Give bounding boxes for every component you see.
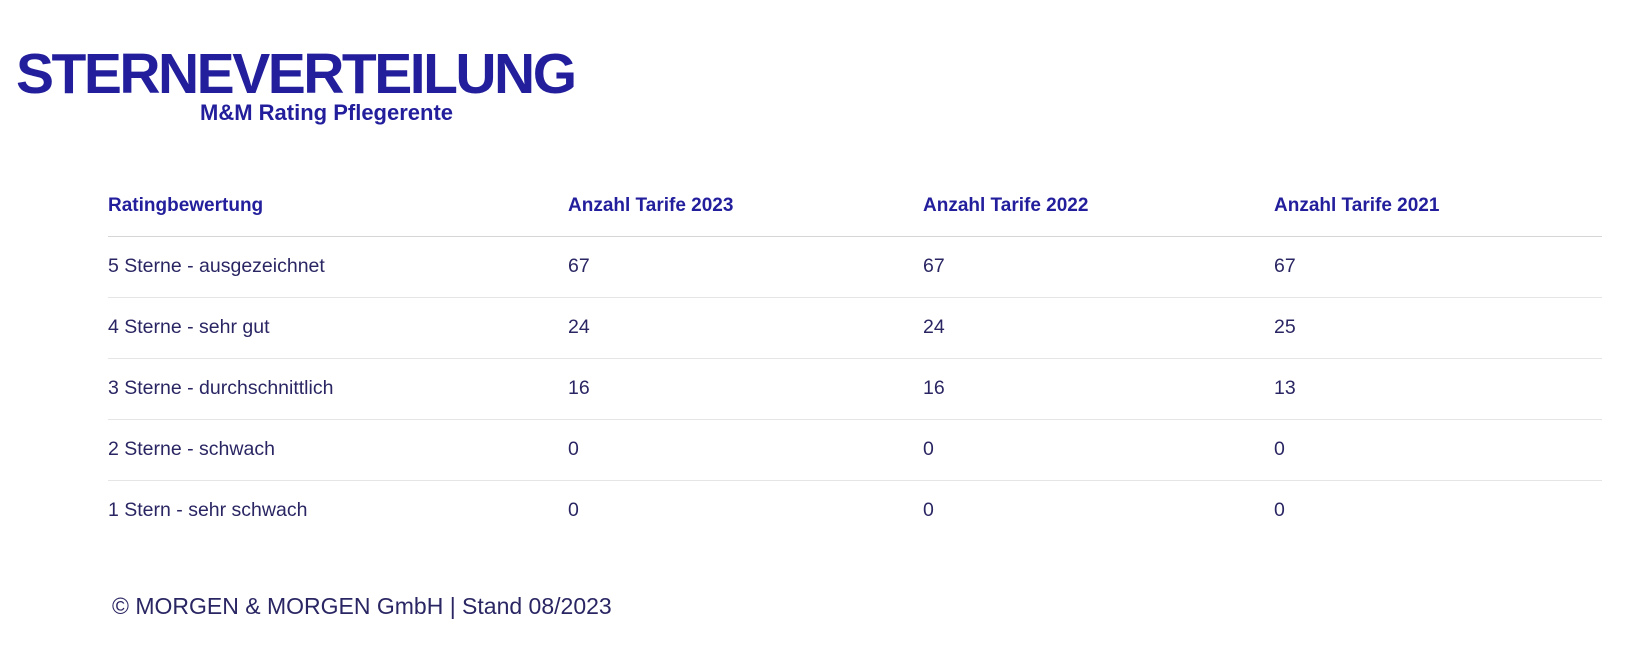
value-cell-2023: 24: [568, 297, 923, 359]
value-cell-2022: 0: [923, 499, 934, 522]
table-subtitle: M&M Rating Pflegerente: [200, 100, 454, 125]
rating-label-cell: 1 Stern - sehr schwach: [108, 499, 308, 522]
rating-label-cell: 2 Sterne - schwach: [108, 419, 568, 481]
value-cell-2023: 67: [568, 236, 923, 298]
copyright-footer: © MORGEN & MORGEN GmbH | Stand 08/2023: [112, 593, 612, 619]
value-cell-2023: 0: [568, 419, 923, 481]
table-row: 3 Sterne - durchschnittlich 16 16 13: [108, 358, 1602, 420]
value-cell-2022: 16: [923, 358, 1274, 420]
table-row: 2 Sterne - schwach 0 0 0: [108, 419, 1602, 481]
table-row: 5 Sterne - ausgezeichnet 67 67 67: [108, 236, 1602, 298]
column-header-anzahl-2023: Anzahl Tarife 2023: [568, 176, 923, 237]
column-header-anzahl-2022: Anzahl Tarife 2022: [923, 176, 1274, 237]
page-title: STERNEVERTEILUNG: [16, 42, 577, 107]
value-cell-2022: 0: [923, 419, 1274, 481]
value-cell-2022: 67: [923, 236, 1274, 298]
rating-label-cell: 3 Sterne - durchschnittlich: [108, 358, 568, 420]
value-cell-2023: 0: [568, 499, 579, 522]
rating-distribution-table: Ratingbewertung Anzahl Tarife 2023 Anzah…: [108, 176, 1602, 541]
value-cell-2023: 16: [568, 358, 923, 420]
value-cell-2021: 0: [1274, 499, 1285, 522]
table-row: 1 Stern - sehr schwach 0 0 0: [108, 480, 1602, 541]
value-cell-2021: 0: [1274, 419, 1602, 481]
value-cell-2021: 25: [1274, 297, 1602, 359]
rating-label-cell: 5 Sterne - ausgezeichnet: [108, 236, 568, 298]
value-cell-2021: 67: [1274, 236, 1602, 298]
column-header-anzahl-2021: Anzahl Tarife 2021: [1274, 176, 1602, 237]
table-row: 4 Sterne - sehr gut 24 24 25: [108, 297, 1602, 359]
column-header-ratingbewertung: Ratingbewertung: [108, 176, 568, 237]
table-header-row: Ratingbewertung Anzahl Tarife 2023 Anzah…: [108, 176, 1602, 237]
value-cell-2021: 13: [1274, 358, 1602, 420]
rating-label-cell: 4 Sterne - sehr gut: [108, 297, 568, 359]
value-cell-2022: 24: [923, 297, 1274, 359]
